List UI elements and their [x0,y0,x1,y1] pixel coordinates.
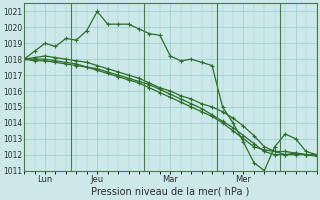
X-axis label: Pression niveau de la mer( hPa ): Pression niveau de la mer( hPa ) [91,187,250,197]
